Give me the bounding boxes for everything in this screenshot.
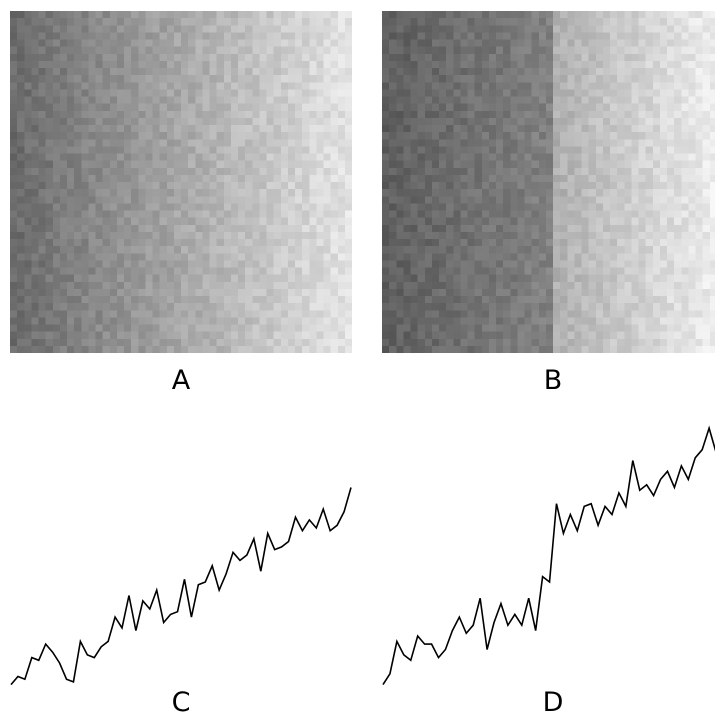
panel-label-b: B	[543, 365, 563, 396]
line-plot-d-svg	[382, 425, 715, 686]
intensity-profile-line-d	[382, 425, 715, 686]
line-plot-c	[10, 420, 352, 690]
noisy-gradient-image	[10, 11, 352, 353]
panel-label-a: A	[171, 365, 191, 396]
panel-label-d: D	[542, 687, 564, 718]
line-plot-c-svg	[10, 487, 352, 686]
intensity-profile-line-c	[10, 487, 352, 686]
noisy-step-gradient-image	[382, 11, 715, 353]
line-plot-d	[382, 420, 715, 690]
panel-label-c: C	[171, 687, 191, 718]
texture-panel-b	[382, 11, 715, 353]
texture-panel-a	[10, 11, 352, 353]
